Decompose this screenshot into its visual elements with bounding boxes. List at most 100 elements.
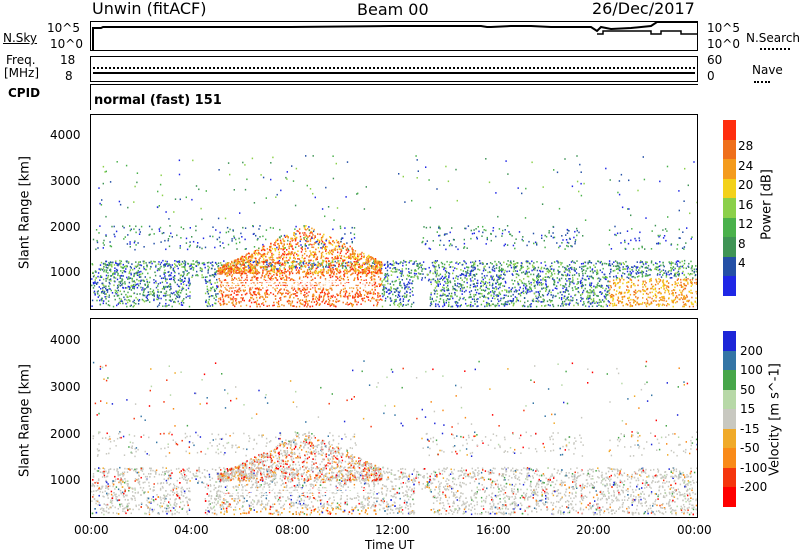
scatter-cell: [345, 272, 348, 275]
scatter-cell: [310, 231, 312, 234]
scatter-cell: [177, 267, 179, 270]
scatter-cell: [277, 305, 279, 308]
scatter-cell: [622, 304, 624, 307]
scatter-cell: [471, 264, 473, 267]
scatter-cell: [280, 265, 282, 267]
scatter-cell: [268, 284, 270, 286]
scatter-cell: [325, 270, 328, 273]
scatter-cell: [373, 304, 375, 307]
scatter-cell: [163, 264, 165, 266]
scatter-cell: [98, 286, 100, 288]
scatter-cell: [375, 272, 377, 275]
scatter-cell: [401, 279, 403, 281]
scatter-cell: [313, 262, 315, 265]
scatter-cell: [626, 281, 628, 284]
scatter-cell: [447, 284, 449, 287]
scatter-cell: [311, 272, 314, 274]
scatter-cell: [120, 298, 122, 301]
scatter-cell: [503, 261, 505, 264]
scatter-cell: [326, 272, 328, 274]
scatter-cell: [517, 273, 519, 276]
scatter-cell: [230, 266, 232, 269]
scatter-cell: [123, 290, 125, 293]
scatter-cell: [576, 278, 579, 280]
scatter-cell: [321, 239, 323, 242]
scatter-cell: [181, 279, 183, 281]
scatter-cell: [371, 296, 374, 299]
scatter-cell: [417, 272, 420, 275]
scatter-cell: [277, 238, 279, 240]
scatter-cell: [434, 279, 437, 282]
scatter-cell: [605, 263, 608, 265]
scatter-cell: [144, 268, 147, 271]
scatter-cell: [262, 296, 264, 299]
scatter-cell: [107, 274, 110, 277]
scatter-cell: [656, 266, 659, 269]
scatter-cell: [559, 271, 561, 273]
scatter-cell: [140, 286, 142, 289]
scatter-cell: [367, 272, 370, 275]
scatter-cell: [211, 304, 214, 306]
scatter-cell: [356, 303, 358, 306]
scatter-cell: [371, 267, 373, 269]
scatter-cell: [406, 294, 408, 296]
scatter-cell: [581, 287, 583, 289]
scatter-cell: [513, 266, 516, 269]
scatter-cell: [616, 265, 618, 268]
scatter-cell: [398, 278, 400, 281]
scatter-cell: [383, 291, 386, 293]
scatter-cell: [143, 266, 145, 268]
scatter-cell: [528, 280, 530, 283]
scatter-cell: [517, 282, 519, 285]
scatter-cell: [388, 289, 391, 292]
scatter-cell: [625, 303, 627, 306]
scatter-cell: [330, 295, 332, 297]
scatter-cell: [615, 265, 617, 268]
scatter-cell: [433, 293, 436, 295]
scatter-cell: [492, 291, 494, 294]
scatter-cell: [473, 263, 475, 265]
scatter-cell: [613, 261, 615, 263]
scatter-cell: [519, 279, 521, 281]
scatter-cell: [427, 279, 430, 282]
scatter-cell: [498, 304, 500, 307]
scatter-cell: [263, 252, 265, 255]
scatter-cell: [359, 271, 362, 274]
scatter-cell: [340, 262, 343, 265]
scatter-cell: [473, 298, 475, 301]
scatter-cell: [368, 267, 371, 270]
scatter-cell: [321, 236, 324, 239]
scatter-cell: [682, 301, 685, 304]
scatter-cell: [348, 257, 350, 259]
scatter-cell: [531, 290, 533, 292]
scatter-cell: [162, 259, 164, 262]
scatter-cell: [127, 301, 129, 304]
scatter-cell: [480, 289, 483, 291]
scatter-cell: [402, 264, 404, 267]
scatter-cell: [590, 284, 592, 286]
scatter-cell: [476, 301, 478, 303]
scatter-cell: [268, 262, 270, 265]
scatter-cell: [535, 295, 537, 297]
scatter-cell: [252, 298, 255, 301]
scatter-cell: [628, 299, 630, 302]
scatter-cell: [170, 277, 172, 280]
scatter-cell: [103, 263, 105, 266]
scatter-cell: [244, 278, 247, 281]
scatter-cell: [331, 249, 333, 251]
scatter-cell: [274, 267, 276, 270]
scatter-cell: [589, 291, 591, 294]
scatter-cell: [187, 263, 190, 265]
scatter-cell: [535, 305, 538, 308]
scatter-cell: [486, 274, 488, 277]
scatter-cell: [452, 266, 454, 268]
scatter-cell: [214, 273, 216, 275]
scatter-cell: [448, 301, 450, 304]
scatter-cell: [522, 287, 524, 290]
scatter-cell: [521, 271, 523, 274]
scatter-cell: [617, 264, 619, 267]
scatter-cell: [285, 271, 287, 273]
scatter-cell: [691, 269, 693, 272]
scatter-cell: [411, 282, 413, 285]
scatter-cell: [502, 285, 504, 287]
